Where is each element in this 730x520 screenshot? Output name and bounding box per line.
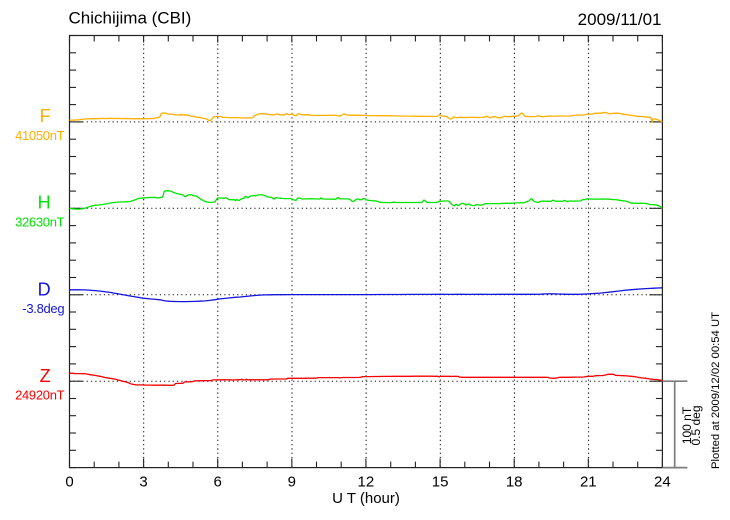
svg-text:41050nT: 41050nT: [15, 128, 65, 143]
svg-text:U T (hour): U T (hour): [332, 490, 400, 507]
svg-text:15: 15: [432, 474, 449, 491]
svg-text:Z: Z: [40, 366, 51, 386]
svg-text:6: 6: [214, 474, 222, 491]
svg-text:H: H: [38, 193, 51, 213]
svg-text:24920nT: 24920nT: [15, 387, 65, 402]
svg-text:-3.8deg: -3.8deg: [22, 301, 64, 316]
svg-text:Chichijima (CBI): Chichijima (CBI): [69, 9, 192, 28]
svg-text:Plotted at 2009/12/02 00:54 UT: Plotted at 2009/12/02 00:54 UT: [710, 312, 722, 469]
svg-text:24: 24: [654, 474, 671, 491]
svg-text:12: 12: [358, 474, 375, 491]
svg-text:0: 0: [65, 474, 73, 491]
svg-text:18: 18: [506, 474, 523, 491]
svg-text:3: 3: [139, 474, 147, 491]
svg-text:21: 21: [580, 474, 597, 491]
svg-text:0.5 deg: 0.5 deg: [689, 405, 703, 445]
svg-text:F: F: [40, 106, 51, 126]
svg-text:100 nT: 100 nT: [680, 406, 694, 444]
svg-text:2009/11/01: 2009/11/01: [578, 10, 662, 29]
svg-text:32630nT: 32630nT: [15, 215, 65, 230]
svg-text:9: 9: [288, 474, 296, 491]
svg-text:D: D: [38, 279, 51, 299]
